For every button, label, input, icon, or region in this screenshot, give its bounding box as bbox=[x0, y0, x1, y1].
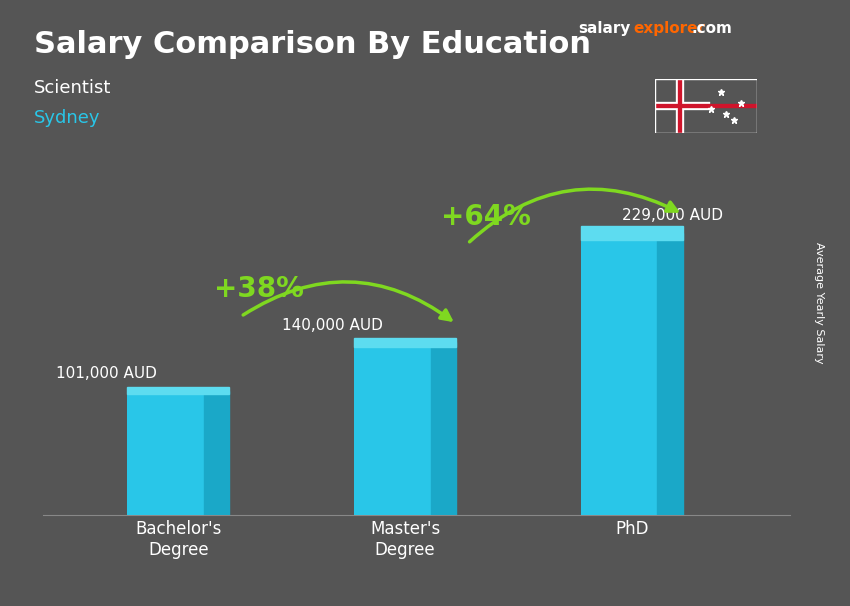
Text: 229,000 AUD: 229,000 AUD bbox=[622, 208, 723, 223]
Bar bbox=[128, 387, 230, 394]
Text: 101,000 AUD: 101,000 AUD bbox=[55, 365, 156, 381]
Text: Average Yearly Salary: Average Yearly Salary bbox=[814, 242, 824, 364]
Text: Salary Comparison By Education: Salary Comparison By Education bbox=[34, 30, 591, 59]
Bar bbox=[354, 342, 456, 515]
Text: +38%: +38% bbox=[214, 275, 304, 304]
Text: .com: .com bbox=[691, 21, 732, 36]
Bar bbox=[354, 338, 456, 347]
Text: +64%: +64% bbox=[440, 202, 530, 230]
Bar bbox=[581, 225, 683, 239]
Text: explorer: explorer bbox=[633, 21, 706, 36]
Text: 140,000 AUD: 140,000 AUD bbox=[282, 318, 383, 333]
Bar bbox=[128, 390, 230, 515]
Text: salary: salary bbox=[578, 21, 631, 36]
Text: Scientist: Scientist bbox=[34, 79, 111, 97]
Bar bbox=[581, 233, 683, 515]
Bar bbox=[657, 233, 683, 515]
Text: Sydney: Sydney bbox=[34, 109, 100, 127]
Bar bbox=[204, 390, 230, 515]
Bar bbox=[431, 342, 456, 515]
